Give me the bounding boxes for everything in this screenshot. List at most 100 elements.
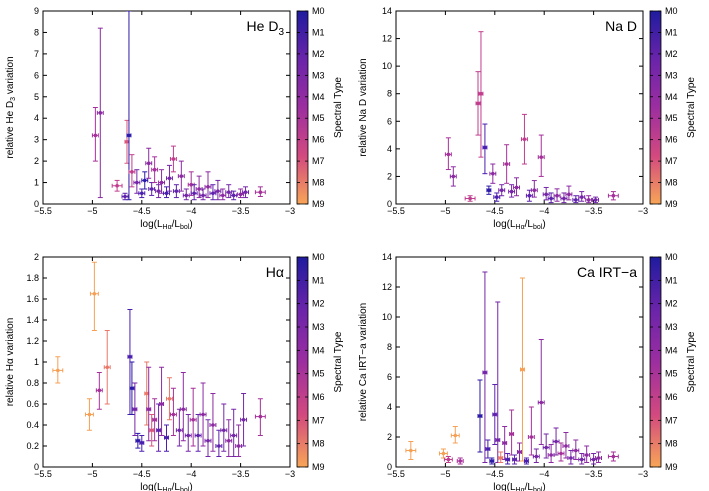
colorbar-tick-label: M5 xyxy=(312,369,325,379)
chart-panel-1: −5.5 −5 −4.5 −4 −3.5 −3 0 1 2 3 4 5 6 7 8 9 log(LHα/Lbol… xyxy=(5,6,344,231)
x-tick-label: −5.5 xyxy=(387,206,405,216)
x-tick-label: −5.5 xyxy=(34,206,52,216)
chart-panel-2: −5.5 −5 −4.5 −4 −3.5 −3 0 2 4 6 8 10 12 14 log(LHα/Lbo… xyxy=(358,6,697,231)
data-point xyxy=(490,459,494,463)
data-point xyxy=(527,193,532,198)
chart-panel-4: −5.5 −5 −4.5 −4 −3.5 −3 0 2 4 6 8 10 12 14 log(LHα/Lbo… xyxy=(358,252,697,491)
colorbar-tick-label: M5 xyxy=(665,369,678,379)
colorbar-tick-label: M8 xyxy=(665,178,678,188)
colorbar-tick-label: M0 xyxy=(312,6,325,16)
axis-label-subscript: Hα xyxy=(516,224,525,231)
data-point xyxy=(468,196,472,201)
panel-title: Hα xyxy=(266,264,284,280)
panel-title-main: Hα xyxy=(266,264,284,280)
data-point xyxy=(584,453,589,457)
data-point xyxy=(123,194,127,199)
plot-frame xyxy=(395,10,644,205)
colorbar-tick-label: M6 xyxy=(312,392,325,402)
x-tick-label: −5 xyxy=(87,206,97,216)
y-tick-label: 2 xyxy=(34,252,39,262)
axis-label-part: relative He D xyxy=(5,101,16,159)
panel-title-main: Na D xyxy=(605,18,637,34)
x-tick-label: −4 xyxy=(186,206,196,216)
data-point xyxy=(128,354,132,359)
data-point xyxy=(179,174,184,178)
x-tick-label: −5.5 xyxy=(387,469,405,479)
data-point xyxy=(509,432,514,436)
data-point xyxy=(458,459,463,463)
y-tick-label: 2 xyxy=(34,156,39,166)
data-point xyxy=(539,400,544,405)
colorbar-tick-label: M0 xyxy=(312,252,325,262)
data-point xyxy=(191,417,195,422)
x-tick-label: −5 xyxy=(87,469,97,479)
colorbar-title: Spectral Type xyxy=(333,77,344,138)
data-point xyxy=(258,414,263,419)
data-point xyxy=(197,187,201,191)
data-point xyxy=(567,192,571,197)
x-tick-label: −3 xyxy=(638,206,648,216)
axis-label-part: /L xyxy=(525,219,534,230)
data-point xyxy=(611,193,616,198)
data-point xyxy=(133,407,137,412)
colorbar-tick-label: M4 xyxy=(665,92,678,102)
panel-title-main: Ca IRT−a xyxy=(577,264,637,280)
y-tick-label: 4 xyxy=(387,144,392,154)
x-axis-label: log(LHα/Lbol) xyxy=(493,219,545,231)
axis-label-part: relative Hα variation xyxy=(5,318,16,407)
y-tick-label: 0 xyxy=(387,199,392,209)
data-point xyxy=(562,196,566,201)
y-tick-label: 1.6 xyxy=(26,294,39,304)
data-point xyxy=(164,191,169,196)
colorbar-title: Spectral Type xyxy=(686,331,697,392)
y-tick-label: 6 xyxy=(34,70,39,80)
y-tick-label: 6 xyxy=(387,116,392,126)
data-point xyxy=(544,445,548,450)
y-tick-label: 6 xyxy=(387,372,392,382)
y-tick-label: 4 xyxy=(387,402,392,412)
data-point xyxy=(87,412,92,417)
data-point xyxy=(159,180,164,185)
data-point xyxy=(105,365,110,370)
data-point xyxy=(524,459,529,463)
colorbar-tick-label: M9 xyxy=(665,199,678,209)
axis-label-part: log(L xyxy=(140,482,163,491)
colorbar-tick-label: M4 xyxy=(312,92,325,102)
data-point xyxy=(491,171,495,176)
x-tick-label: −5 xyxy=(440,206,450,216)
colorbar-tick-label: M7 xyxy=(312,156,325,166)
data-point xyxy=(146,407,151,412)
colorbar-tick-label: M4 xyxy=(312,345,325,355)
data-point xyxy=(226,190,231,195)
colorbar-title: Spectral Type xyxy=(686,77,697,138)
axis-label-subscript: Hα xyxy=(163,224,172,231)
axis-label-subscript: bol xyxy=(533,224,543,231)
data-point xyxy=(532,188,537,193)
data-point xyxy=(217,444,221,448)
data-point xyxy=(579,195,584,199)
data-point xyxy=(206,185,210,189)
data-point xyxy=(211,191,215,196)
axis-label-subscript: bol xyxy=(180,487,190,491)
data-point xyxy=(167,176,172,181)
data-point xyxy=(159,402,164,406)
data-point xyxy=(549,453,553,457)
colorbar-tick-label: M2 xyxy=(312,49,325,59)
data-point xyxy=(549,196,553,201)
data-point xyxy=(146,161,151,166)
data-point xyxy=(502,441,507,445)
colorbar-gradient xyxy=(296,256,309,468)
data-point xyxy=(156,428,161,433)
y-tick-label: 12 xyxy=(382,282,392,292)
colorbar: M0 M1 M2 M3 M4 M5 M6 M7 M8 M9 Spectral Type xyxy=(296,6,344,209)
data-point xyxy=(192,191,196,196)
data-point xyxy=(152,167,157,172)
colorbar-tick-label: M1 xyxy=(665,275,678,285)
y-tick-label: 7 xyxy=(34,49,39,59)
y-tick-label: 0 xyxy=(387,462,392,472)
axis-label-part: /L xyxy=(172,219,181,230)
data-point xyxy=(206,438,210,443)
y-axis-label: relative Na D variation xyxy=(358,58,369,156)
data-point xyxy=(196,433,200,438)
